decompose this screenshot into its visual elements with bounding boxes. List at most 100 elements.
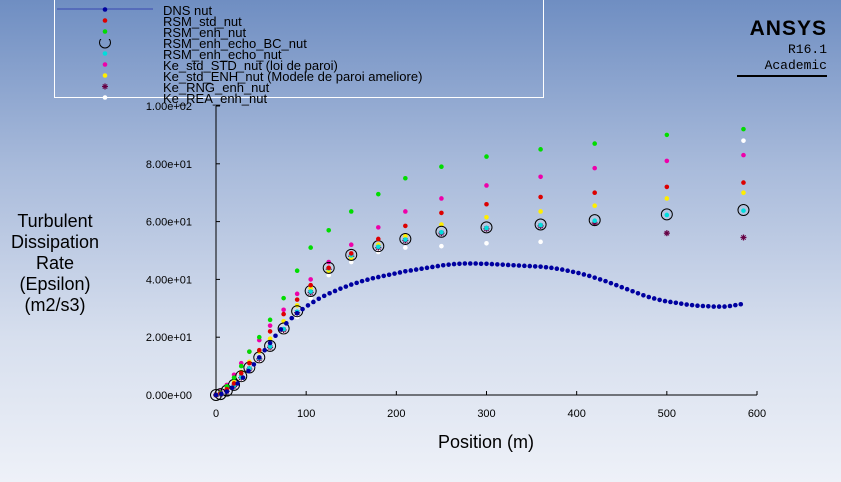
data-point: [695, 303, 700, 308]
logo-version: R16.1: [787, 42, 827, 57]
y-tick-label: 0.00e+00: [146, 390, 192, 402]
data-point: [511, 262, 516, 268]
y-tick-label: 8.00e+01: [146, 159, 192, 171]
data-point: [538, 147, 543, 152]
legend-symbol: [102, 62, 108, 67]
data-point: [586, 273, 592, 279]
data-point: [403, 233, 408, 239]
data-point: [338, 286, 343, 291]
legend-symbol: [102, 95, 108, 100]
legend-item: DNS nut: [55, 3, 535, 18]
data-point: [480, 221, 493, 234]
data-point: [592, 141, 597, 146]
data-point: [413, 267, 419, 272]
data-point: [662, 298, 668, 304]
legend-marker: [102, 18, 108, 23]
data-point: [733, 302, 738, 308]
data-point: [267, 317, 273, 323]
data-point: [219, 391, 224, 397]
legend-item: Ke_std_ENH_nut (Modele de paroi ameliore…: [55, 69, 535, 84]
data-point: [376, 191, 381, 197]
data-point: [240, 375, 246, 380]
data-point: [354, 280, 359, 286]
legend-marker: [99, 39, 111, 49]
data-point: [326, 272, 332, 278]
data-point: [238, 371, 244, 376]
data-point: [711, 304, 717, 309]
data-point: [348, 251, 354, 256]
data-point: [664, 132, 670, 138]
data-point: [592, 165, 597, 171]
data-point: [538, 174, 543, 180]
data-point: [316, 296, 322, 302]
data-point: [603, 278, 608, 284]
data-point: [559, 267, 565, 272]
y-tick-label: 2.00e+01: [146, 332, 192, 344]
x-tick-label: 0: [213, 408, 219, 420]
data-point: [484, 214, 489, 220]
data-point: [247, 360, 252, 366]
ansys-logo: ANSYS R16.1 Academic: [737, 16, 827, 77]
data-point: [256, 334, 262, 340]
data-point: [576, 270, 581, 276]
data-point: [294, 310, 300, 316]
data-point: [532, 264, 538, 269]
data-point: [403, 223, 408, 229]
y-axis-label-line: Rate: [35, 253, 75, 273]
data-point: [308, 277, 313, 282]
data-point: [231, 375, 237, 380]
data-point: [235, 381, 240, 386]
data-point: [554, 266, 560, 272]
data-point-stroke: [740, 234, 747, 241]
data-point: [294, 291, 300, 297]
y-tick-label: 1.00e+02: [146, 101, 192, 113]
data-point: [256, 355, 262, 360]
data-point: [246, 368, 251, 374]
legend-symbol: [102, 29, 108, 34]
data-point: [478, 261, 484, 267]
data-point: [657, 297, 662, 303]
data-point: [651, 296, 657, 301]
data-point: [635, 290, 641, 296]
y-tick-label: 4.00e+01: [146, 274, 192, 286]
data-point: [741, 180, 746, 185]
data-point: [224, 389, 230, 394]
data-point: [664, 196, 670, 201]
legend-item: Ke_RNG_enh_nut: [55, 80, 535, 95]
legend: DNS nut RSM_std_nut RSM_enh_nut RSM_enh_ech…: [54, 0, 544, 106]
legend-label: RSM_enh_echo_nut: [163, 47, 282, 62]
data-point: [376, 236, 381, 242]
data-points: [210, 126, 750, 401]
data-point: [238, 363, 244, 369]
data-point: [597, 277, 603, 282]
data-point: [439, 210, 444, 216]
legend-marker: [102, 29, 108, 34]
data-point: [326, 227, 332, 233]
data-point: [376, 244, 381, 250]
x-tick-label: 600: [748, 408, 766, 420]
data-point: [277, 322, 290, 335]
data-point: [435, 225, 448, 238]
data-point: [500, 262, 506, 267]
data-point: [424, 265, 430, 271]
data-point: [495, 262, 500, 267]
data-point: [467, 261, 473, 266]
legend-symbol: [102, 83, 108, 90]
data-point: [527, 263, 533, 269]
legend-label: Ke_REA_enh_nut: [163, 91, 268, 106]
legend-label: RSM_std_nut: [163, 14, 242, 29]
data-point: [267, 323, 273, 328]
data-point: [348, 242, 354, 248]
legend-symbol: [99, 39, 111, 49]
data-point: [684, 302, 689, 307]
data-point: [484, 261, 489, 267]
data-point: [538, 209, 543, 214]
data-point: [439, 196, 444, 201]
legend-marker: [102, 73, 108, 78]
data-point: [311, 299, 316, 305]
legend-item: RSM_enh_echo_nut: [55, 47, 535, 62]
data-point: [592, 218, 597, 224]
data-point: [664, 184, 670, 190]
legend-item: Ke_REA_enh_nut: [55, 91, 535, 106]
